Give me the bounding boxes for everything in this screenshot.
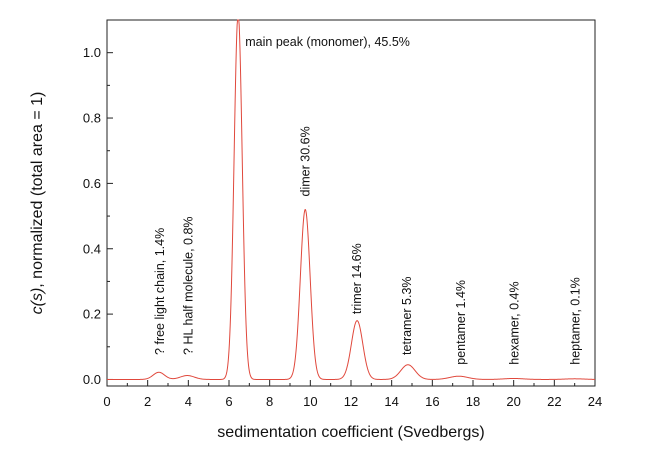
x-tick-label: 20 (506, 394, 520, 409)
peak-annotation: dimer 30.6% (298, 126, 312, 196)
x-tick-label: 0 (103, 394, 110, 409)
x-tick-label: 22 (547, 394, 561, 409)
y-tick-label: 0.4 (83, 241, 101, 256)
x-tick-label: 16 (425, 394, 439, 409)
y-tick-label: 1.0 (83, 45, 101, 60)
y-axis-title-italic: c(s) (29, 288, 46, 315)
peak-annotation: pentamer 1.4% (454, 280, 468, 365)
y-axis-title-rest: , normalized (total area = 1) (29, 92, 46, 288)
x-tick-label: 4 (185, 394, 192, 409)
x-axis-title: sedimentation coefficient (Svedbergs) (217, 424, 484, 441)
x-tick-label: 8 (266, 394, 273, 409)
peak-annotation: hexamer, 0.4% (508, 281, 522, 364)
annotations-layer: ? free light chain, 1.4% ? HL half molecu… (153, 35, 583, 365)
ticks-layer: 0 2 4 6 8 10 12 14 16 18 20 22 240.00.20.40.60.81.0 (83, 45, 602, 409)
y-tick-label: 0.0 (83, 372, 101, 387)
peak-annotation: ? HL half molecule, 0.8% (181, 216, 195, 355)
y-axis-title: c(s), normalized (total area = 1) (29, 92, 46, 315)
x-tick-label: 2 (144, 394, 151, 409)
plot-frame (106, 19, 596, 387)
y-tick-label: 0.2 (83, 307, 101, 322)
x-tick-label: 24 (588, 394, 602, 409)
x-tick-label: 18 (466, 394, 480, 409)
peak-annotation: heptamer, 0.1% (569, 277, 583, 365)
x-tick-label: 14 (384, 394, 398, 409)
peak-annotation: tetramer 5.3% (400, 276, 414, 355)
y-tick-label: 0.6 (83, 176, 101, 191)
y-tick-label: 0.8 (83, 111, 101, 126)
x-tick-label: 10 (303, 394, 317, 409)
peak-annotation: main peak (monomer), 45.5% (245, 35, 410, 49)
cs-distribution-line (107, 19, 596, 380)
peak-annotation: ? free light chain, 1.4% (153, 228, 167, 355)
x-tick-label: 6 (225, 394, 232, 409)
x-tick-label: 12 (344, 394, 358, 409)
peak-annotation: trimer 14.6% (350, 243, 364, 314)
